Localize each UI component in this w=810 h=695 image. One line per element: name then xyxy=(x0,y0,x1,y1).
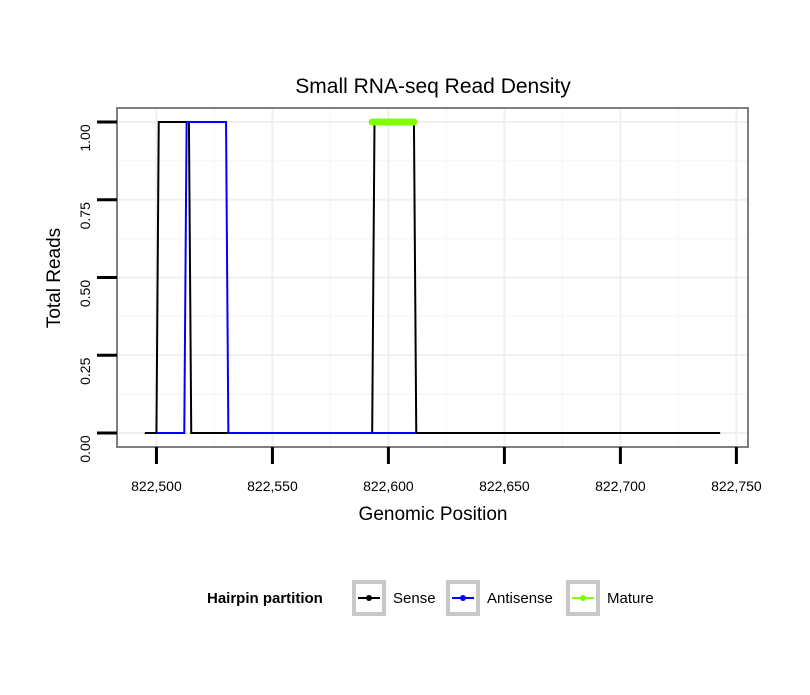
legend-key-dot xyxy=(366,595,372,601)
legend-item-sense: Sense xyxy=(352,580,436,616)
legend-label: Antisense xyxy=(487,590,553,607)
x-tick-label: 822,500 xyxy=(131,478,182,494)
x-tick-label: 822,750 xyxy=(711,478,762,494)
legend-item-mature: Mature xyxy=(566,580,654,616)
y-tick-label: 0.50 xyxy=(77,280,93,307)
x-tick-label: 822,600 xyxy=(363,478,414,494)
legend-label: Mature xyxy=(607,590,654,607)
legend-item-antisense: Antisense xyxy=(446,580,553,616)
y-axis: 0.00 0.25 0.50 0.75 1.00 xyxy=(77,120,117,463)
legend-items: Sense Antisense Mature xyxy=(352,580,654,616)
x-tick-label: 822,700 xyxy=(595,478,646,494)
legend-title: Hairpin partition xyxy=(207,590,323,607)
x-tick-label: 822,550 xyxy=(247,478,298,494)
series-layer xyxy=(144,118,721,434)
x-axis-label: Genomic Position xyxy=(359,504,508,525)
y-tick-label: 0.75 xyxy=(77,202,93,229)
legend: Hairpin partition Sense Antisense Mature xyxy=(207,580,654,616)
x-axis: 822,500 822,550 822,600 822,650 822,700 822,7… xyxy=(131,447,762,494)
y-tick-label: 1.00 xyxy=(77,124,93,151)
chart-title: Small RNA-seq Read Density xyxy=(295,75,571,98)
y-tick-label: 0.00 xyxy=(77,435,93,462)
y-tick-label: 0.25 xyxy=(77,357,93,384)
legend-key-dot xyxy=(460,595,466,601)
series-line-antisense xyxy=(156,121,417,434)
y-axis-label: Total Reads xyxy=(44,228,65,328)
legend-key-dot xyxy=(580,595,586,601)
x-tick-label: 822,650 xyxy=(479,478,530,494)
legend-label: Sense xyxy=(393,590,436,607)
